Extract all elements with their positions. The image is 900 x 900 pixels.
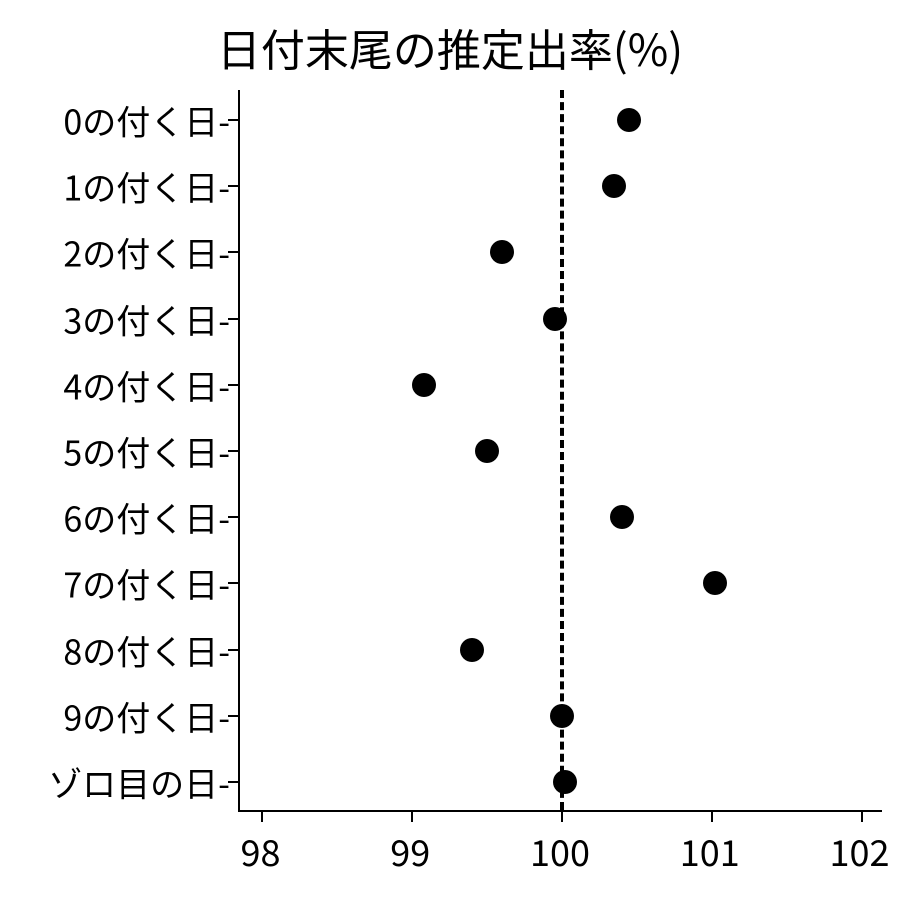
data-marker: [412, 373, 436, 397]
plot-area: [238, 90, 882, 812]
data-marker: [553, 770, 577, 794]
x-tick: [561, 810, 563, 822]
y-axis-label: 7の付く日-: [0, 559, 230, 608]
y-axis-label: 0の付く日-: [0, 96, 230, 145]
data-marker: [490, 240, 514, 264]
x-axis-label: 98: [240, 825, 280, 877]
data-marker: [602, 174, 626, 198]
chart-title: 日付末尾の推定出率(%): [217, 15, 683, 79]
data-marker: [460, 638, 484, 662]
y-axis-label: 9の付く日-: [0, 691, 230, 740]
data-marker: [550, 704, 574, 728]
x-tick: [261, 810, 263, 822]
x-tick: [711, 810, 713, 822]
x-axis-label: 100: [530, 825, 590, 877]
data-marker: [543, 307, 567, 331]
y-axis-label: 6の付く日-: [0, 493, 230, 542]
y-axis-label: 2の付く日-: [0, 228, 230, 277]
x-axis-label: 102: [830, 825, 890, 877]
y-axis-label: 4の付く日-: [0, 360, 230, 409]
y-axis-label: ゾロ目の日-: [0, 758, 230, 807]
data-marker: [610, 505, 634, 529]
y-axis-label: 5の付く日-: [0, 427, 230, 476]
y-axis-label: 8の付く日-: [0, 625, 230, 674]
reference-line: [560, 90, 564, 810]
data-marker: [703, 571, 727, 595]
data-marker: [617, 108, 641, 132]
x-axis-label: 99: [390, 825, 430, 877]
y-axis-label: 3の付く日-: [0, 294, 230, 343]
x-tick: [411, 810, 413, 822]
y-axis-label: 1の付く日-: [0, 162, 230, 211]
x-axis-label: 101: [680, 825, 740, 877]
data-marker: [475, 439, 499, 463]
x-tick: [861, 810, 863, 822]
